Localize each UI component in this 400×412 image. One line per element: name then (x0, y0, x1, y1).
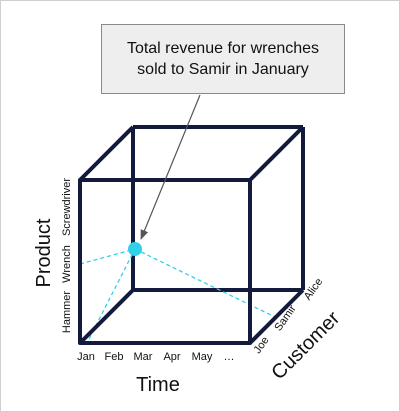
time-axis-title: Time (136, 374, 180, 396)
highlighted-cell-marker (128, 242, 142, 256)
cell-guide-lines (79, 248, 278, 346)
annotation-callout: Total revenue for wrenches sold to Samir… (101, 24, 345, 94)
customer-tick-alice: Alice (302, 276, 326, 302)
product-tick-hammer: Hammer (61, 291, 73, 334)
callout-line-1: Total revenue for wrenches (126, 40, 320, 57)
time-tick-feb: Feb (105, 351, 124, 363)
time-tick-apr: Apr (163, 351, 180, 363)
callout-pointer-arrow (140, 94, 201, 240)
product-tick-wrench: Wrench (61, 245, 73, 283)
product-axis-title: Product (33, 218, 55, 287)
time-tick-more: … (224, 351, 235, 363)
callout-line-2: sold to Samir in January (137, 61, 309, 78)
time-tick-mar: Mar (134, 351, 153, 363)
time-tick-jan: Jan (77, 351, 95, 363)
product-tick-screwdriver: Screwdriver (61, 178, 73, 236)
cube-front-edges (78, 125, 305, 345)
time-tick-may: May (192, 351, 213, 363)
